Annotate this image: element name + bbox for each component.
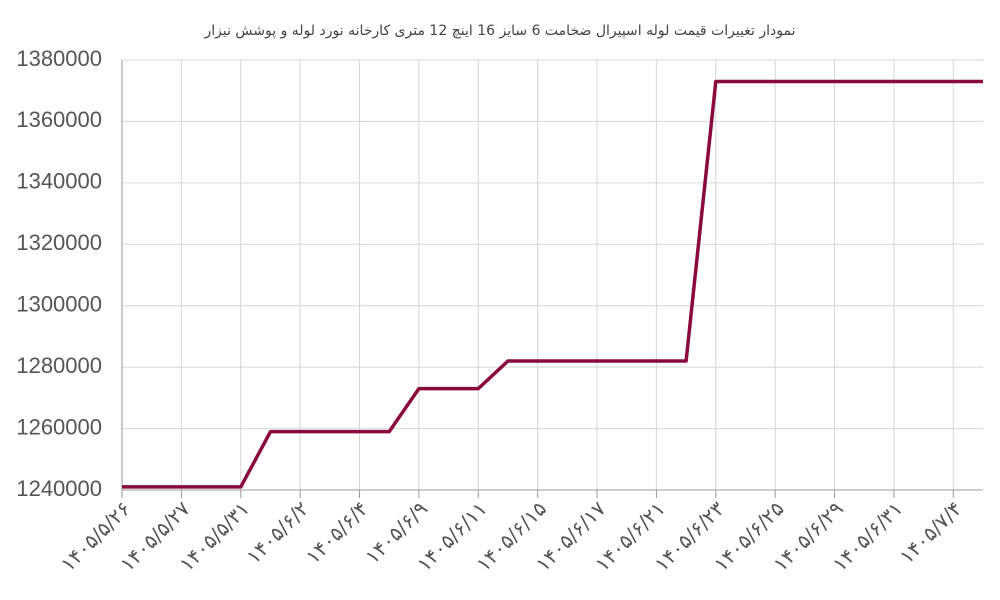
data-line bbox=[122, 79, 983, 489]
y-tick-label: 1240000 bbox=[16, 476, 102, 501]
x-tick-label: ۱۴۰۵/۶/۲ bbox=[241, 496, 313, 568]
y-tick-label: 1340000 bbox=[16, 169, 102, 194]
y-tick-label: 1260000 bbox=[16, 414, 102, 439]
y-tick-label: 1380000 bbox=[16, 46, 102, 71]
y-tick-label: 1280000 bbox=[16, 353, 102, 378]
x-tick-label: ۱۴۰۵/۶/۴ bbox=[301, 496, 373, 568]
chart-title: نمودار تغییرات قیمت لوله اسپیرال ضخامت 6… bbox=[203, 23, 795, 39]
y-tick-label: 1360000 bbox=[16, 107, 102, 132]
x-tick-label: ۱۴۰۵/۷/۴ bbox=[895, 496, 967, 568]
y-tick-label: 1300000 bbox=[16, 292, 102, 317]
y-tick-label: 1320000 bbox=[16, 230, 102, 255]
